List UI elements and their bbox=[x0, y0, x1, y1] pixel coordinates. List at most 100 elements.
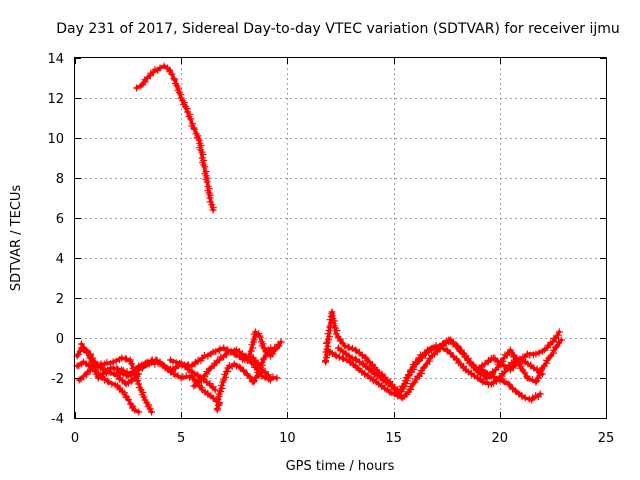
data-point bbox=[362, 362, 370, 370]
data-point bbox=[190, 125, 198, 133]
data-point bbox=[443, 346, 451, 354]
data-point bbox=[532, 350, 540, 358]
data-point bbox=[177, 374, 185, 382]
data-point bbox=[499, 357, 507, 365]
data-point bbox=[355, 365, 363, 373]
series-pass-l bbox=[475, 336, 565, 386]
data-point bbox=[122, 355, 130, 363]
data-point bbox=[555, 328, 563, 336]
data-point bbox=[203, 378, 211, 386]
data-point bbox=[168, 70, 176, 78]
data-point bbox=[368, 367, 376, 375]
data-point bbox=[266, 376, 274, 384]
series-pass-h bbox=[245, 328, 285, 360]
chart-title: Day 231 of 2017, Sidereal Day-to-day VTE… bbox=[56, 21, 620, 37]
data-point bbox=[140, 393, 148, 401]
data-point bbox=[553, 342, 561, 350]
data-point bbox=[328, 310, 336, 318]
data-point bbox=[525, 375, 533, 383]
data-point bbox=[103, 358, 111, 366]
y-tick-label: 4 bbox=[56, 252, 64, 267]
data-point bbox=[216, 345, 224, 353]
data-point bbox=[331, 351, 339, 359]
data-point bbox=[201, 163, 209, 171]
data-point bbox=[214, 395, 222, 403]
data-point bbox=[324, 330, 332, 338]
data-point bbox=[109, 364, 117, 372]
series-pass-a bbox=[133, 62, 217, 214]
data-point bbox=[245, 355, 253, 363]
series-pass-k bbox=[334, 328, 563, 396]
data-point bbox=[453, 356, 461, 364]
plot-frame bbox=[74, 57, 607, 419]
data-point bbox=[227, 348, 235, 356]
data-point bbox=[481, 378, 489, 386]
data-point bbox=[348, 344, 356, 352]
data-point bbox=[147, 358, 155, 366]
data-point bbox=[249, 360, 257, 368]
series-pass-m bbox=[77, 340, 143, 388]
data-point bbox=[351, 355, 359, 363]
data-point bbox=[326, 333, 333, 341]
data-point bbox=[187, 115, 195, 123]
data-point bbox=[125, 396, 132, 404]
data-point bbox=[128, 360, 136, 368]
x-tick-label: 5 bbox=[177, 431, 185, 446]
data-point bbox=[131, 406, 138, 414]
series-pass-c bbox=[73, 358, 143, 416]
data-point bbox=[332, 330, 340, 338]
data-point bbox=[493, 376, 501, 383]
data-point bbox=[325, 336, 332, 344]
data-point bbox=[258, 372, 266, 380]
data-point bbox=[188, 372, 196, 380]
data-point bbox=[419, 364, 427, 372]
data-point bbox=[135, 408, 143, 416]
data-point bbox=[470, 372, 478, 380]
x-tick-label: 20 bbox=[492, 431, 509, 446]
data-point bbox=[96, 361, 104, 369]
data-point bbox=[452, 355, 460, 363]
data-point bbox=[127, 377, 135, 385]
data-point bbox=[506, 381, 514, 389]
data-point bbox=[506, 346, 514, 354]
data-point bbox=[340, 355, 347, 363]
data-point bbox=[332, 352, 340, 360]
y-tick-label: 12 bbox=[47, 92, 64, 107]
data-point bbox=[252, 328, 259, 336]
data-point bbox=[235, 363, 243, 371]
data-point bbox=[405, 372, 412, 380]
data-point bbox=[326, 316, 334, 324]
data-point bbox=[249, 344, 257, 352]
data-point bbox=[77, 340, 85, 348]
series-pass-e bbox=[114, 358, 223, 408]
data-point bbox=[104, 377, 112, 385]
data-point bbox=[99, 365, 107, 373]
data-point bbox=[536, 390, 544, 398]
data-point bbox=[119, 371, 127, 379]
data-point bbox=[215, 398, 223, 406]
data-point bbox=[557, 336, 565, 344]
series-pass-n bbox=[190, 346, 274, 390]
data-point bbox=[167, 368, 175, 376]
x-axis-label: GPS time / hours bbox=[286, 459, 395, 474]
data-point bbox=[246, 373, 254, 381]
data-point bbox=[345, 344, 353, 352]
data-point bbox=[394, 392, 402, 400]
data-point bbox=[124, 372, 132, 380]
data-point bbox=[121, 389, 129, 397]
data-point bbox=[362, 354, 370, 362]
data-point bbox=[135, 380, 143, 388]
data-point bbox=[217, 381, 225, 389]
data-point bbox=[341, 342, 349, 350]
data-point bbox=[521, 368, 529, 376]
data-point bbox=[203, 178, 211, 186]
y-tick-label: 6 bbox=[56, 212, 64, 227]
data-point bbox=[464, 356, 472, 364]
data-point bbox=[256, 333, 264, 341]
data-point bbox=[504, 380, 512, 388]
data-point bbox=[552, 343, 560, 351]
data-point bbox=[511, 387, 519, 395]
data-point bbox=[146, 405, 154, 413]
data-point bbox=[214, 401, 222, 409]
